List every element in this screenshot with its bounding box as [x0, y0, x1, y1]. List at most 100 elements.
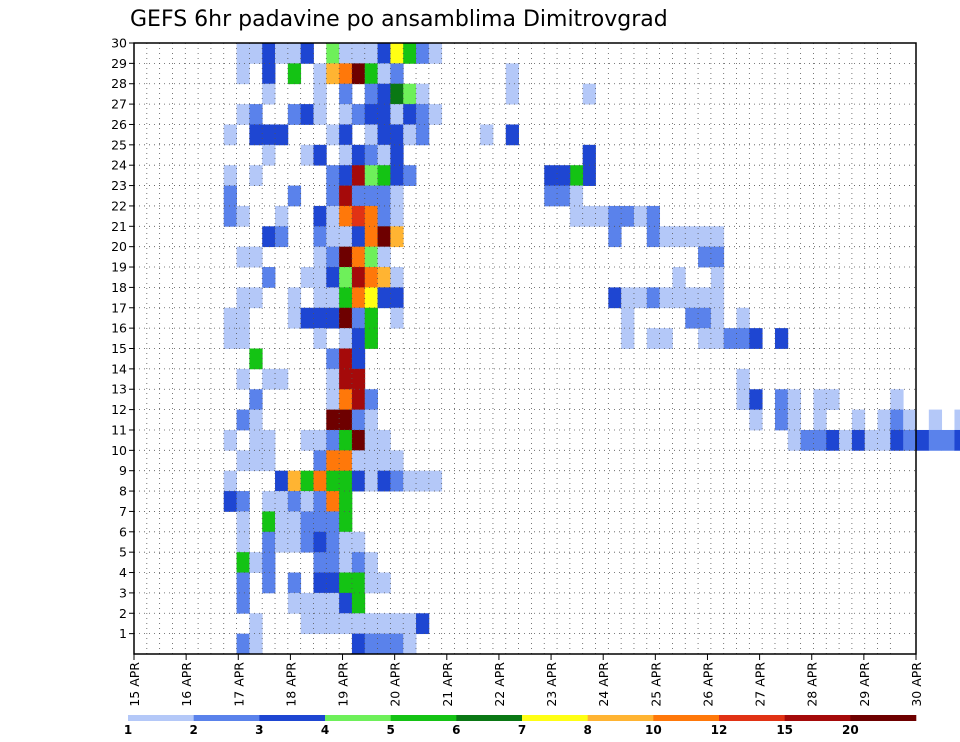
y-tick-label: 9: [119, 463, 127, 478]
x-tick-label: 17 APR: [231, 662, 246, 707]
heatmap-cell: [351, 328, 366, 349]
heatmap-cell: [262, 450, 276, 472]
y-tick-label: 27: [111, 97, 127, 112]
chart-title: GEFS 6hr padavine po ansamblima Dimitrov…: [130, 7, 668, 32]
heatmap-cell: [416, 613, 430, 635]
heatmap-cell: [364, 226, 378, 248]
heatmap-cell: [313, 267, 327, 288]
heatmap-cell: [403, 104, 417, 125]
heatmap-cell: [300, 613, 314, 635]
heatmap-cell: [659, 287, 673, 309]
y-tick-label: 16: [111, 321, 127, 336]
heatmap-cell: [390, 450, 404, 472]
heatmap-cell: [646, 226, 661, 248]
heatmap-cell: [339, 83, 353, 105]
heatmap-cell: [659, 226, 673, 248]
heatmap-cell: [339, 592, 353, 614]
colorbar-label: 12: [711, 723, 728, 737]
heatmap-cell: [313, 328, 327, 349]
heatmap-cell: [698, 287, 712, 309]
heatmap-cell: [954, 429, 960, 451]
heatmap-cell: [698, 328, 712, 349]
heatmap-cell: [262, 124, 276, 146]
heatmap-cell: [339, 328, 353, 349]
heatmap-cell: [313, 572, 327, 594]
heatmap-cell: [749, 409, 763, 431]
heatmap-cell: [364, 144, 378, 166]
y-tick-label: 21: [111, 219, 127, 234]
heatmap-cell: [710, 307, 725, 329]
heatmap-cell: [262, 226, 276, 248]
heatmap-cell: [275, 124, 289, 146]
heatmap-cell: [954, 409, 960, 431]
x-tick-label: 19 APR: [336, 662, 351, 707]
y-tick-label: 28: [111, 76, 127, 91]
heatmap-cell: [236, 63, 250, 85]
heatmap-cell: [326, 165, 340, 186]
heatmap-cell: [672, 226, 686, 248]
y-tick-label: 4: [119, 565, 127, 580]
y-tick-label: 19: [111, 260, 127, 275]
heatmap-cell: [339, 531, 353, 553]
heatmap-cell: [377, 572, 391, 594]
heatmap-cell: [351, 613, 366, 635]
heatmap-cell: [569, 205, 584, 227]
heatmap-cell: [377, 43, 391, 64]
heatmap-cell: [236, 552, 250, 573]
heatmap-cell: [351, 267, 366, 288]
heatmap-cell: [326, 511, 340, 533]
heatmap-cell: [364, 205, 378, 227]
heatmap-cell: [377, 267, 391, 288]
heatmap-cell: [339, 246, 353, 268]
heatmap-cell: [377, 287, 391, 309]
heatmap-cell: [928, 429, 943, 451]
heatmap-cell: [326, 307, 340, 329]
heatmap-cell: [262, 43, 276, 64]
heatmap-cell: [505, 124, 519, 146]
heatmap-cell: [351, 592, 366, 614]
heatmap-cell: [416, 470, 430, 492]
heatmap-cell: [608, 226, 622, 248]
heatmap-cell: [672, 287, 686, 309]
heatmap-cell: [326, 531, 340, 553]
heatmap-cell: [223, 124, 237, 146]
colorbar-label: 8: [583, 723, 591, 737]
heatmap-cell: [339, 429, 353, 451]
heatmap-cell: [326, 63, 340, 85]
heatmap-cell: [351, 552, 366, 573]
heatmap-cell: [787, 409, 802, 431]
heatmap-cell: [236, 205, 250, 227]
heatmap-cell: [377, 124, 391, 146]
colorbar-swatch: [587, 715, 654, 721]
heatmap-cell: [313, 470, 327, 492]
heatmap-cell: [236, 328, 250, 349]
heatmap-cell: [339, 144, 353, 166]
heatmap-cell: [710, 287, 725, 309]
heatmap-cell: [877, 409, 891, 431]
heatmap-cell: [416, 124, 430, 146]
heatmap-cell: [326, 429, 340, 451]
heatmap-cell: [351, 409, 366, 431]
heatmap-cell: [390, 613, 404, 635]
heatmap-cell: [249, 450, 263, 472]
heatmap-cell: [326, 389, 340, 410]
heatmap-cell: [377, 104, 391, 125]
heatmap-cell: [262, 83, 276, 105]
heatmap-cell: [685, 226, 699, 248]
heatmap-cell: [351, 226, 366, 248]
heatmap-cell: [287, 592, 302, 614]
heatmap-cell: [390, 205, 404, 227]
heatmap-cell: [339, 572, 353, 594]
heatmap-cell: [313, 104, 327, 125]
heatmap-cell: [377, 83, 391, 105]
heatmap-cell: [300, 429, 314, 451]
heatmap-cell: [351, 165, 366, 186]
heatmap-cell: [236, 450, 250, 472]
heatmap-cell: [275, 226, 289, 248]
colorbar-label: 6: [452, 723, 460, 737]
heatmap-cell: [339, 552, 353, 573]
y-tick-label: 10: [111, 443, 127, 458]
heatmap-cell: [249, 43, 263, 64]
heatmap-cell: [275, 470, 289, 492]
